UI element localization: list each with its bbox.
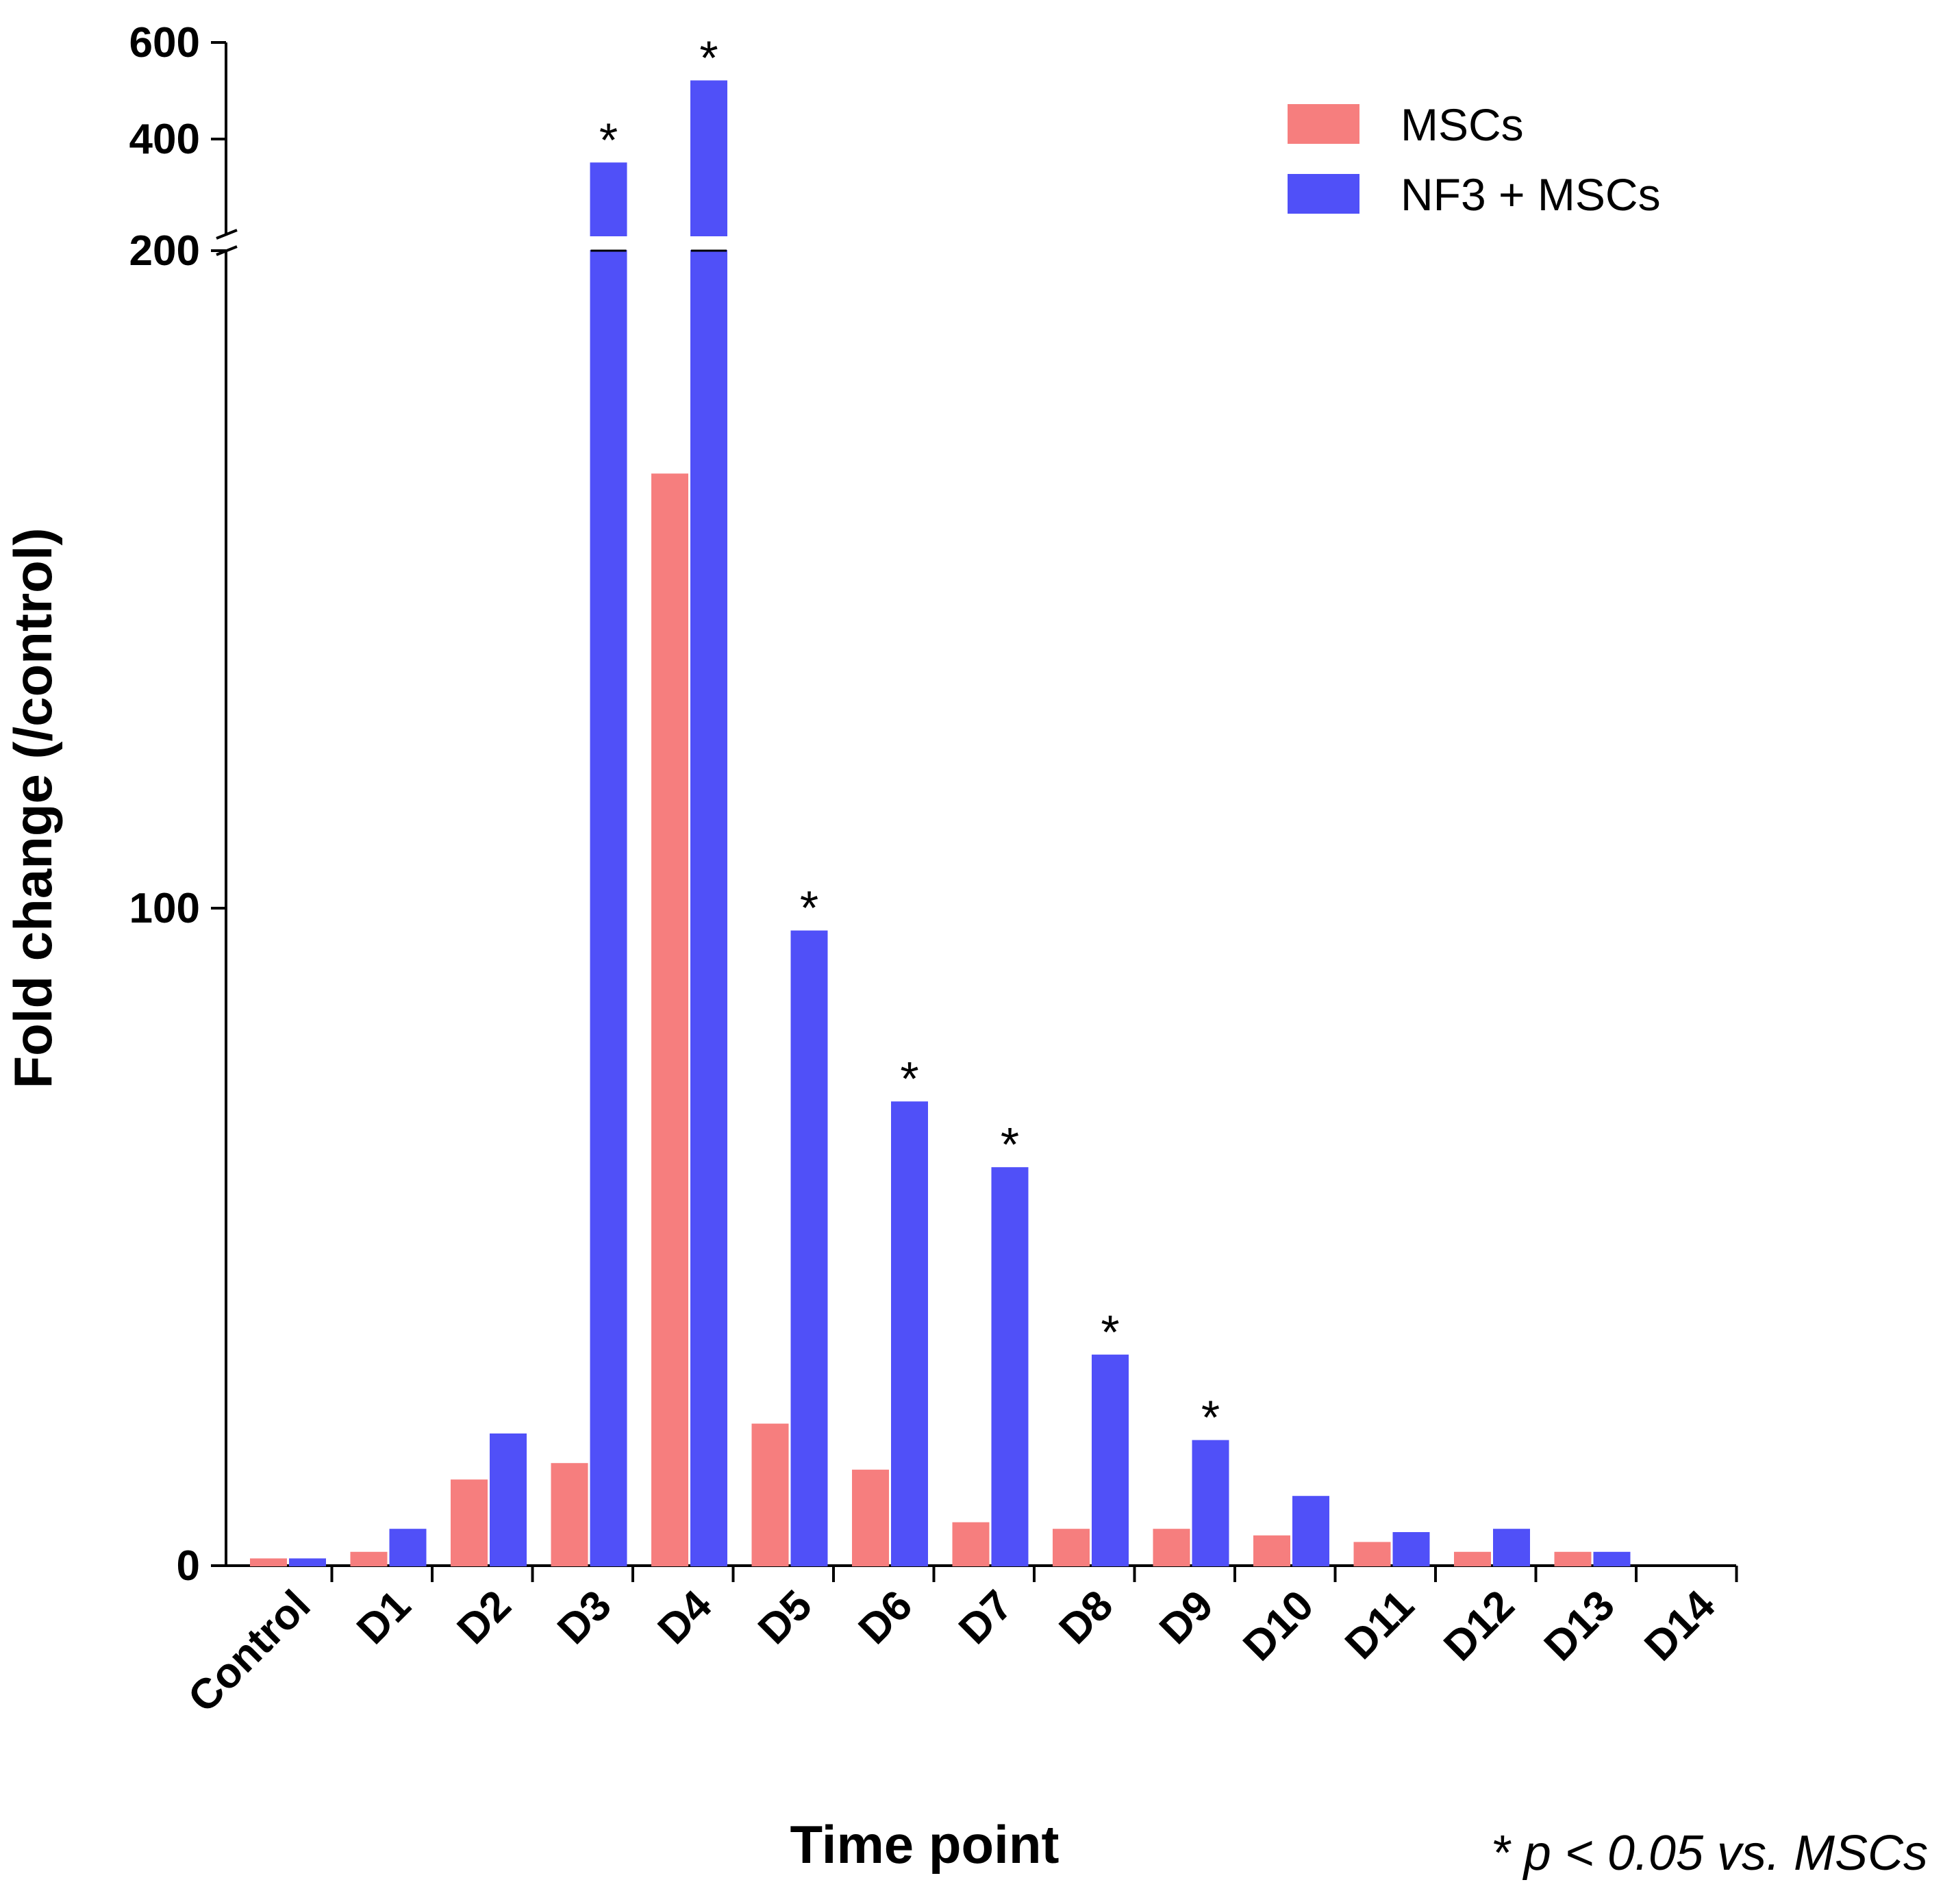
bar-msc bbox=[1253, 1535, 1290, 1567]
bar-msc bbox=[1153, 1529, 1190, 1566]
bar-msc bbox=[451, 1479, 488, 1566]
bar-nf3-msc bbox=[1192, 1440, 1229, 1567]
axis-break-mark-upper bbox=[216, 229, 238, 240]
bar-nf3-msc bbox=[1392, 1532, 1430, 1566]
bar-msc bbox=[1353, 1542, 1391, 1566]
bar-nf3-msc bbox=[289, 1558, 326, 1566]
x-tick-label: D12 bbox=[1435, 1581, 1523, 1670]
y-tick-label: 100 bbox=[129, 885, 200, 932]
bar-msc bbox=[751, 1423, 789, 1567]
bar-nf3-msc bbox=[389, 1529, 427, 1566]
y-tick-label: 600 bbox=[129, 19, 200, 66]
x-tick-label: D4 bbox=[649, 1581, 721, 1653]
x-tick-label: D6 bbox=[850, 1581, 922, 1653]
x-tick-label: D9 bbox=[1151, 1581, 1223, 1653]
legend-label-nf3-msc: NF3 + MSCs bbox=[1401, 169, 1661, 220]
x-tick-label: D2 bbox=[449, 1581, 521, 1653]
legend-swatch-msc bbox=[1288, 104, 1359, 144]
significance-star: * bbox=[800, 881, 818, 935]
bar-msc bbox=[551, 1463, 588, 1566]
x-tick-label: D3 bbox=[549, 1581, 620, 1653]
significance-star: * bbox=[1101, 1305, 1119, 1359]
x-tick-label: D5 bbox=[749, 1581, 821, 1653]
bar-msc bbox=[1554, 1551, 1592, 1567]
x-tick-label: Control bbox=[179, 1581, 320, 1722]
bar-msc bbox=[1053, 1529, 1090, 1566]
legend-label-msc: MSCs bbox=[1401, 99, 1524, 150]
bar-msc bbox=[1454, 1551, 1491, 1567]
x-tick-label: D7 bbox=[950, 1581, 1022, 1653]
x-tick-label: D13 bbox=[1535, 1581, 1624, 1670]
bar-msc bbox=[952, 1522, 990, 1567]
bar-nf3-msc bbox=[1292, 1496, 1329, 1566]
x-tick-label: D14 bbox=[1635, 1581, 1725, 1670]
legend-swatch-nf3-msc bbox=[1288, 174, 1359, 214]
significance-star: * bbox=[1201, 1391, 1220, 1444]
legend: MSCs NF3 + MSCs bbox=[1288, 99, 1661, 220]
bar-nf3-msc-upper bbox=[590, 162, 627, 236]
x-tick-label: D1 bbox=[348, 1581, 420, 1653]
y-tick-label: 200 bbox=[129, 227, 200, 275]
bar-nf3-msc bbox=[1092, 1354, 1129, 1567]
bar-msc bbox=[651, 473, 688, 1566]
y-tick-label: 400 bbox=[129, 116, 200, 163]
bar-msc bbox=[250, 1558, 287, 1566]
bar-nf3-msc-lower bbox=[590, 250, 627, 1566]
bar-nf3-msc bbox=[991, 1167, 1029, 1566]
axis-break-mark-lower bbox=[216, 245, 238, 256]
x-tick-label: D8 bbox=[1051, 1581, 1123, 1653]
significance-footnote: * p < 0.05 vs. MSCs bbox=[1491, 1826, 1928, 1881]
bar-nf3-msc bbox=[1593, 1551, 1631, 1567]
bar-msc bbox=[350, 1551, 388, 1567]
bar-nf3-msc bbox=[1493, 1529, 1530, 1566]
significance-marks: * * * * * * * bbox=[599, 31, 1220, 1444]
axes bbox=[211, 41, 1738, 1582]
bar-nf3-msc bbox=[490, 1433, 527, 1566]
significance-star: * bbox=[1001, 1118, 1019, 1171]
bar-nf3-msc-lower bbox=[690, 250, 727, 1566]
x-axis-title: Time point bbox=[790, 1814, 1060, 1875]
x-tick-label: D10 bbox=[1234, 1581, 1323, 1670]
x-tick-label: D11 bbox=[1336, 1581, 1423, 1668]
significance-star: * bbox=[599, 113, 618, 166]
bar-msc bbox=[852, 1469, 889, 1567]
significance-star: * bbox=[900, 1052, 918, 1105]
bar-nf3-msc-upper bbox=[690, 80, 727, 237]
significance-star: * bbox=[699, 31, 718, 84]
y-axis-title: Fold change (/control) bbox=[3, 528, 63, 1089]
bar-nf3-msc bbox=[790, 930, 828, 1566]
bars bbox=[250, 80, 1631, 1567]
bar-nf3-msc bbox=[891, 1101, 928, 1566]
y-tick-label: 0 bbox=[177, 1542, 200, 1590]
